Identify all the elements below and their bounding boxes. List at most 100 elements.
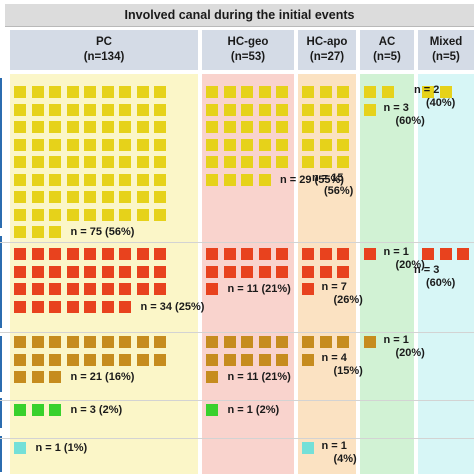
column-header: HC-geo (n=53) (202, 30, 294, 70)
waffle-square (66, 265, 79, 278)
waffle-square (14, 86, 26, 98)
column-n: (n=5) (432, 51, 460, 63)
column-header: AC (n=5) (360, 30, 414, 70)
waffle-square (276, 248, 288, 260)
waffle-square (302, 442, 314, 454)
waffle-square (136, 156, 149, 168)
waffle-square (258, 265, 271, 278)
waffle-square (31, 248, 44, 260)
waffle-square (422, 248, 434, 260)
column-background-3 (360, 74, 414, 474)
waffle-square (258, 248, 271, 260)
count-label-percent: (20%) (395, 259, 425, 271)
row-marker (0, 336, 2, 392)
waffle-square (101, 103, 114, 116)
waffle-square (206, 248, 218, 260)
waffle-square (66, 283, 79, 295)
waffle-square (241, 173, 253, 186)
column-n: (n=5) (373, 51, 401, 63)
waffle-square (49, 138, 61, 151)
count-label-percent: (56%) (324, 184, 354, 197)
waffle-square (101, 138, 114, 151)
waffle-square (101, 191, 114, 203)
waffle-square (154, 173, 166, 186)
waffle-square (337, 265, 349, 278)
waffle-square (101, 353, 114, 366)
count-label: n = 3 (60%) (414, 264, 455, 290)
waffle-square (31, 336, 44, 348)
waffle-square (223, 353, 236, 366)
count-label-n: n = 1 (321, 440, 347, 452)
waffle-square (206, 404, 218, 416)
waffle-square (119, 86, 131, 98)
waffle-square (381, 86, 394, 98)
waffle-square (337, 103, 349, 116)
waffle-square (14, 283, 26, 295)
waffle-square (101, 248, 114, 260)
waffle-square (136, 173, 149, 186)
waffle-square (276, 156, 288, 168)
count-label-n: n = 1 (383, 334, 409, 346)
waffle-square (101, 121, 114, 133)
waffle-square (84, 121, 96, 133)
waffle-square (319, 103, 332, 116)
waffle-square (14, 173, 26, 186)
waffle-square (206, 173, 218, 186)
waffle-square (241, 265, 253, 278)
column-header: Mixed (n=5) (418, 30, 474, 70)
count-label: n = 7 (26%) (322, 281, 363, 307)
waffle-square (302, 265, 314, 278)
waffle-square (66, 138, 79, 151)
waffle-square (154, 191, 166, 203)
waffle-square (66, 336, 79, 348)
waffle-square (206, 353, 218, 366)
waffle-square (319, 248, 332, 260)
count-label: n = 11 (21%) (227, 371, 291, 383)
waffle-square (14, 226, 26, 238)
count-label: n = 1 (4%) (322, 440, 357, 466)
waffle-square (84, 173, 96, 186)
waffle-square (302, 353, 314, 366)
waffle-square (337, 138, 349, 151)
waffle-square (302, 283, 314, 295)
waffle-square (31, 265, 44, 278)
waffle-square (84, 208, 96, 221)
waffle-square (49, 265, 61, 278)
waffle-square (66, 103, 79, 116)
waffle-square (101, 86, 114, 98)
waffle-square (154, 248, 166, 260)
waffle-square (223, 265, 236, 278)
waffle-square (206, 103, 218, 116)
waffle-square (84, 156, 96, 168)
waffle-square (241, 248, 253, 260)
column-name: Mixed (429, 36, 463, 48)
column-n: (n=27) (309, 51, 345, 63)
waffle-square (136, 191, 149, 203)
waffle-square (258, 156, 271, 168)
waffle-square (66, 191, 79, 203)
count-label: n = 4 (15%) (322, 352, 363, 378)
waffle-square (49, 336, 61, 348)
waffle-square (136, 265, 149, 278)
waffle-square (241, 103, 253, 116)
row-marker (0, 78, 2, 228)
waffle-square (14, 103, 26, 116)
waffle-square (136, 208, 149, 221)
waffle-square (302, 138, 314, 151)
column-name: PC (96, 36, 112, 48)
waffle-square (154, 353, 166, 366)
waffle-square (154, 121, 166, 133)
waffle-square (84, 353, 96, 366)
count-label-percent: (60%) (426, 276, 456, 289)
row-marker (0, 436, 2, 472)
waffle-square (258, 353, 271, 366)
waffle-square (31, 86, 44, 98)
waffle-square (136, 283, 149, 295)
waffle-square (276, 103, 288, 116)
waffle-square (319, 86, 332, 98)
waffle-square (154, 86, 166, 98)
waffle-square (14, 156, 26, 168)
waffle-square (14, 300, 26, 313)
count-label-percent: (60%) (395, 114, 425, 127)
